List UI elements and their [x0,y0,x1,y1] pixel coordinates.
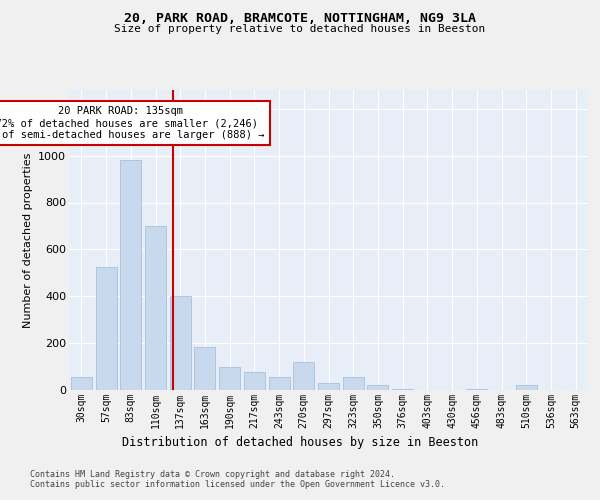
Bar [466,389,487,390]
Bar [170,296,191,390]
Bar [95,267,116,390]
Bar [269,377,290,390]
Bar [120,160,141,390]
Text: Size of property relative to detached houses in Beeston: Size of property relative to detached ho… [115,24,485,34]
Bar [145,226,166,390]
Bar [318,383,339,390]
Bar [194,346,215,390]
Bar [71,377,92,390]
Bar [343,377,364,390]
Bar [244,372,265,390]
Bar [219,366,240,390]
Bar [367,386,388,390]
Text: Distribution of detached houses by size in Beeston: Distribution of detached houses by size … [122,436,478,449]
Y-axis label: Number of detached properties: Number of detached properties [23,152,32,328]
Text: Contains public sector information licensed under the Open Government Licence v3: Contains public sector information licen… [30,480,445,489]
Bar [392,389,413,390]
Text: 20 PARK ROAD: 135sqm
← 72% of detached houses are smaller (2,246)
28% of semi-de: 20 PARK ROAD: 135sqm ← 72% of detached h… [0,106,265,140]
Bar [293,362,314,390]
Text: Contains HM Land Registry data © Crown copyright and database right 2024.: Contains HM Land Registry data © Crown c… [30,470,395,479]
Bar [516,386,537,390]
Text: 20, PARK ROAD, BRAMCOTE, NOTTINGHAM, NG9 3LA: 20, PARK ROAD, BRAMCOTE, NOTTINGHAM, NG9… [124,12,476,26]
